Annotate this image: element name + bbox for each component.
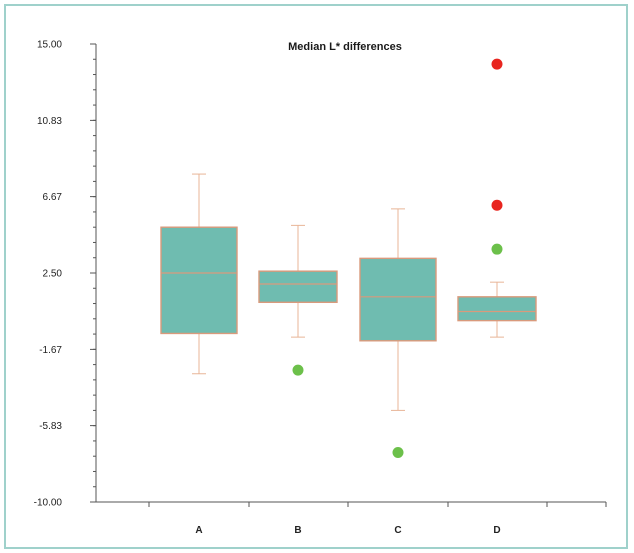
x-category-label: A xyxy=(195,525,202,536)
y-tick-label: 10.83 xyxy=(37,116,62,127)
y-tick-label: 15.00 xyxy=(37,40,62,51)
outlier-point xyxy=(491,58,503,70)
y-tick-label: -1.67 xyxy=(39,345,62,356)
x-category-label: C xyxy=(394,525,401,536)
boxes-layer xyxy=(160,58,537,459)
outlier-point xyxy=(292,364,304,376)
y-tick-label: 2.50 xyxy=(43,269,63,280)
box-group-b xyxy=(258,224,338,376)
box-group-d xyxy=(457,58,537,338)
box-group-c xyxy=(359,208,437,459)
y-tick-label: -5.83 xyxy=(39,421,62,432)
box-iqr xyxy=(457,296,537,322)
chart-title: Median L* differences xyxy=(288,41,402,53)
outlier-point xyxy=(491,243,503,255)
x-category-label: B xyxy=(294,525,301,536)
outlier-point xyxy=(392,447,404,459)
axes-layer: 15.00 10.83 6.67 2.50 -1.67 -5.83 -10.00 A B C D xyxy=(34,40,607,536)
chart-svg: Median L* differences 15.00 10.83 6.67 2.50… xyxy=(34,40,607,536)
x-category-label: D xyxy=(493,525,500,536)
outlier-point xyxy=(491,199,503,211)
box-group-a xyxy=(160,173,238,375)
y-tick-label: 6.67 xyxy=(43,192,63,203)
box-iqr xyxy=(258,270,338,304)
box-iqr xyxy=(160,226,238,335)
y-tick-label: -10.00 xyxy=(34,498,63,509)
chart-frame: Median L* differences 15.00 10.83 6.67 2.50… xyxy=(4,4,628,549)
box-iqr xyxy=(359,257,437,342)
